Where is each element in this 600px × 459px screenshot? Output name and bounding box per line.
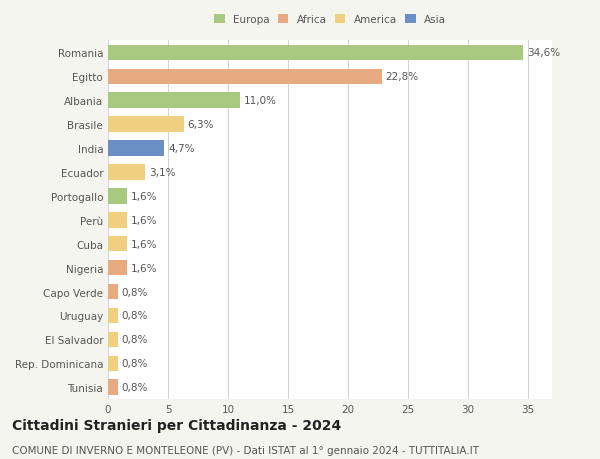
Text: 4,7%: 4,7% [168, 144, 194, 154]
Bar [108, 380, 118, 395]
Bar [108, 165, 145, 180]
Text: COMUNE DI INVERNO E MONTELEONE (PV) - Dati ISTAT al 1° gennaio 2024 - TUTTITALIA: COMUNE DI INVERNO E MONTELEONE (PV) - Da… [12, 445, 479, 455]
Text: 1,6%: 1,6% [131, 263, 157, 273]
Bar [108, 284, 118, 300]
Text: 3,1%: 3,1% [149, 168, 175, 178]
Text: 1,6%: 1,6% [131, 239, 157, 249]
Bar [108, 308, 118, 324]
Bar [108, 332, 118, 347]
Bar [108, 45, 523, 61]
Bar [108, 356, 118, 371]
Text: 0,8%: 0,8% [121, 335, 148, 345]
Text: 22,8%: 22,8% [385, 72, 418, 82]
Text: 11,0%: 11,0% [244, 96, 277, 106]
Text: 34,6%: 34,6% [527, 48, 560, 58]
Text: 0,8%: 0,8% [121, 382, 148, 392]
Text: 0,8%: 0,8% [121, 358, 148, 369]
Text: 0,8%: 0,8% [121, 287, 148, 297]
Bar [108, 93, 240, 109]
Bar [108, 141, 164, 157]
Text: 1,6%: 1,6% [131, 191, 157, 202]
Bar [108, 213, 127, 228]
Bar [108, 260, 127, 276]
Bar [108, 189, 127, 204]
Text: Cittadini Stranieri per Cittadinanza - 2024: Cittadini Stranieri per Cittadinanza - 2… [12, 418, 341, 431]
Bar [108, 117, 184, 133]
Text: 1,6%: 1,6% [131, 215, 157, 225]
Text: 6,3%: 6,3% [187, 120, 214, 130]
Bar [108, 69, 382, 85]
Text: 0,8%: 0,8% [121, 311, 148, 321]
Bar [108, 236, 127, 252]
Legend: Europa, Africa, America, Asia: Europa, Africa, America, Asia [210, 11, 450, 29]
